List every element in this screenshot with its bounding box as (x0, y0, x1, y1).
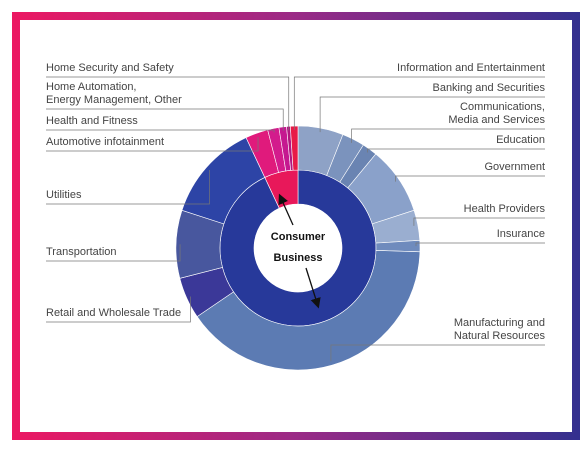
segment-label: Education (496, 134, 545, 146)
leader-line (351, 128, 545, 143)
segment-label: Automotive infotainment (46, 136, 165, 148)
outer-segment (290, 125, 299, 171)
center-label: Consumer (271, 231, 326, 243)
leader-line (46, 136, 259, 152)
segment-label: Manufacturing and Natural Resources (453, 317, 545, 342)
segment-label: Government (484, 161, 545, 173)
arrow (278, 193, 294, 226)
segment-label: Insurance (496, 228, 545, 240)
segment-label: Banking and Securities (432, 82, 545, 94)
segment-label: Health Providers (463, 203, 545, 215)
segment-label: Home Security and Safety (46, 62, 174, 74)
leader-line (319, 96, 545, 133)
leader-line (46, 296, 191, 323)
leader-line (293, 76, 545, 131)
leader-line (46, 244, 181, 262)
leader-line (367, 148, 545, 153)
outer-segment (196, 250, 421, 371)
segment-label: Information and Entertainment (397, 62, 545, 74)
segment-label: Home Automation, Energy Management, Othe… (46, 81, 182, 106)
leader-line (46, 169, 210, 205)
segment-label: Utilities (46, 189, 82, 201)
leader-line (46, 76, 290, 131)
center-label: Business (274, 252, 323, 264)
segment-label: Retail and Wholesale Trade (46, 307, 182, 319)
center-hole (254, 204, 342, 292)
segment-label: Transportation (46, 246, 117, 258)
leader-line (395, 175, 545, 182)
segment-label: Health and Fitness (46, 115, 138, 127)
segment-label: Communications, Media and Services (448, 101, 545, 126)
leader-line (46, 129, 275, 133)
arrow (305, 267, 321, 309)
leader-line (46, 108, 284, 131)
leader-line (415, 242, 545, 247)
leader-line (330, 344, 545, 362)
leader-line (413, 217, 545, 226)
